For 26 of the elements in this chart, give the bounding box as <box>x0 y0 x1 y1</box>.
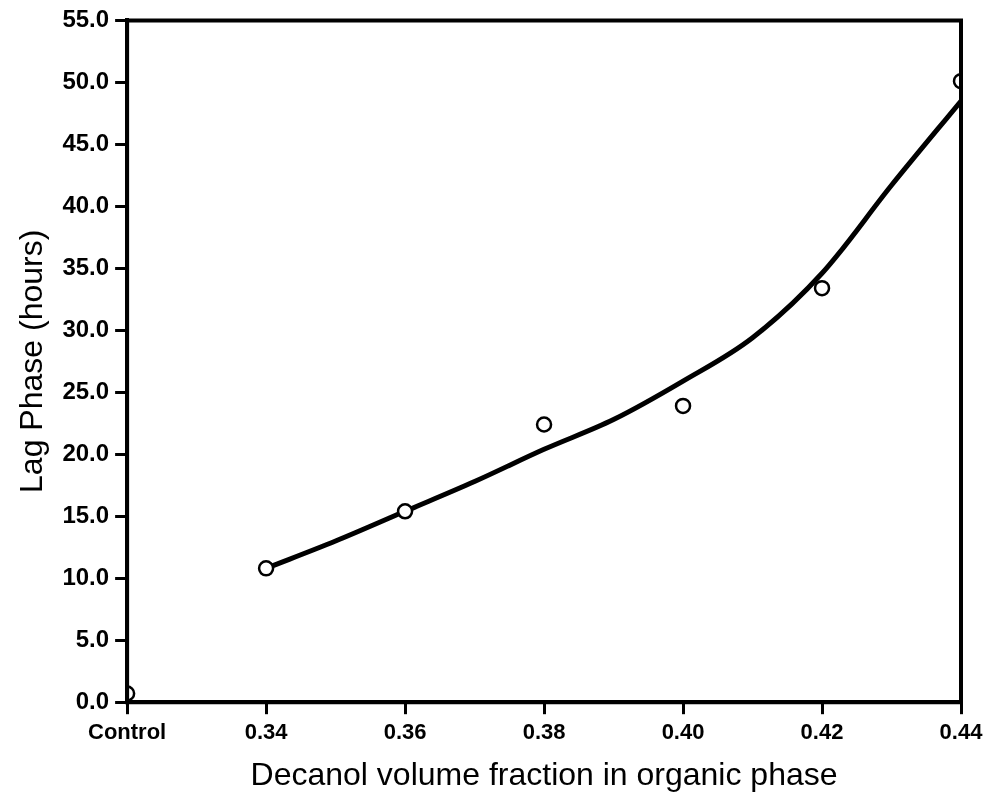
x-tick-label: 0.34 <box>244 719 289 745</box>
point <box>396 503 414 520</box>
y-tick-label: 30.0 <box>62 314 110 342</box>
x-tick-label: 0.40 <box>661 719 705 745</box>
x-tick-label: 0.42 <box>800 719 844 745</box>
y-tick-label: 5.0 <box>75 624 110 652</box>
y-tick-label: 20.0 <box>62 438 110 466</box>
x-tick-label: 0.36 <box>383 719 427 745</box>
x-tick-label: 0.38 <box>522 719 566 745</box>
point <box>674 397 692 415</box>
point <box>535 416 553 433</box>
x-tick-label: Control <box>88 719 167 745</box>
y-tick-label: 50.0 <box>62 67 110 95</box>
y-tick-label: 40.0 <box>62 190 110 218</box>
x-tick-label: 0.44 <box>939 719 984 745</box>
point <box>813 279 831 297</box>
y-tick-label: 0.0 <box>75 686 110 714</box>
y-tick-label: 25.0 <box>62 376 110 404</box>
point <box>257 560 275 577</box>
y-tick-label: 55.0 <box>62 5 110 33</box>
y-axis-title: Lag Phase (hours) <box>13 229 50 493</box>
y-tick-label: 15.0 <box>62 500 110 528</box>
y-tick-label: 45.0 <box>62 128 110 156</box>
y-tick-label: 10.0 <box>62 562 110 590</box>
x-axis-title: Decanol volume fraction in organic phase <box>250 755 838 792</box>
y-tick-label: 35.0 <box>62 252 110 280</box>
